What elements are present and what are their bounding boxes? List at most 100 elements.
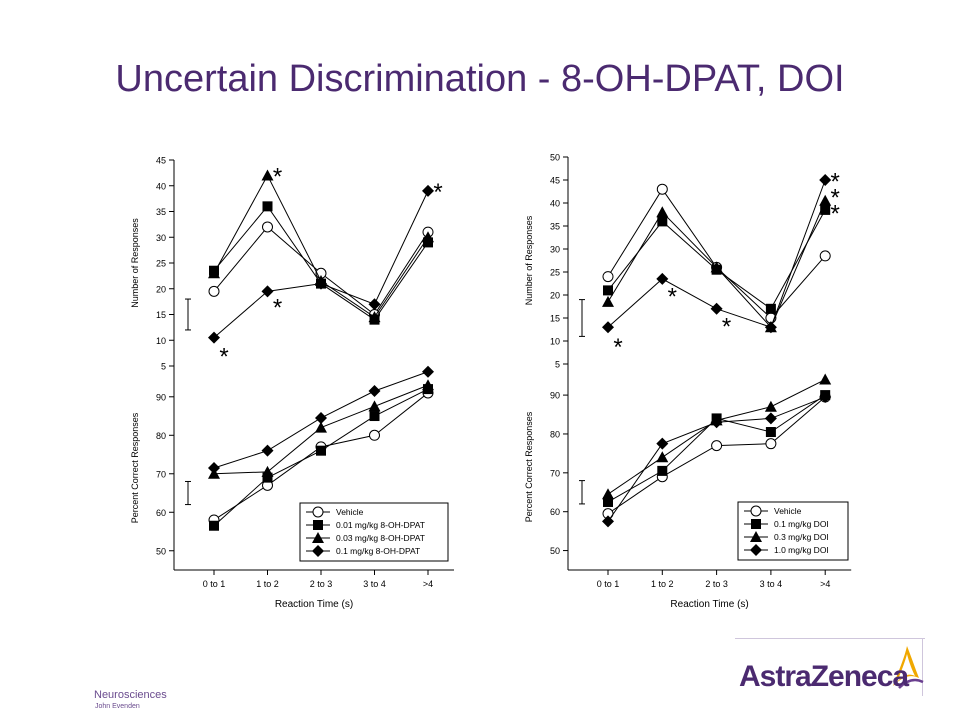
data-point <box>820 204 831 215</box>
legend-label: 0.1 mg/kg 8-OH-DPAT <box>336 546 420 556</box>
y-tick-label: 35 <box>156 207 166 217</box>
footer-author: John Evenden <box>95 703 140 710</box>
y-tick-label: 60 <box>156 508 166 518</box>
y-tick-label: 50 <box>550 153 560 163</box>
y-tick-label: 10 <box>550 337 560 347</box>
y-tick-label: 60 <box>550 507 560 517</box>
data-point <box>603 496 613 507</box>
data-point <box>603 285 613 296</box>
x-tick-label: 1 to 2 <box>651 579 674 589</box>
legend-label: Vehicle <box>774 506 802 516</box>
significance-asterisk: * <box>273 163 282 190</box>
data-point <box>602 271 614 283</box>
data-point <box>262 221 273 233</box>
data-point <box>657 216 668 227</box>
significance-asterisk: * <box>831 185 840 212</box>
series-1 <box>602 391 831 520</box>
data-point <box>656 206 669 218</box>
y-tick-label: 30 <box>550 245 560 255</box>
y-tick-label: 50 <box>156 546 166 556</box>
x-tick-label: 2 to 3 <box>310 579 333 589</box>
y-tick-label: 80 <box>156 431 166 441</box>
error-bar <box>579 299 585 337</box>
series-4 <box>208 365 434 474</box>
y-tick-label: 80 <box>550 429 560 439</box>
x-tick-label: >4 <box>820 579 830 589</box>
y-tick-label: 35 <box>550 222 560 232</box>
legend-marker <box>751 519 761 529</box>
data-point <box>819 174 832 186</box>
data-point <box>208 267 220 279</box>
x-tick-label: 0 to 1 <box>203 579 226 589</box>
data-point <box>602 488 614 500</box>
data-point <box>315 411 327 424</box>
chart-panel-bottom-right: 50 60 70 80 90 Percent Correct Responses 0 to … <box>524 364 852 610</box>
y-tick-label: 70 <box>550 468 560 478</box>
data-point <box>208 331 220 344</box>
data-point <box>423 237 433 248</box>
y-tick-label: 10 <box>156 336 166 346</box>
legend-marker <box>750 544 762 556</box>
slide-title: Uncertain Discrimination - 8-OH-DPAT, DO… <box>115 58 845 100</box>
logo-swirl-icon <box>893 646 924 689</box>
legend-marker <box>750 531 762 542</box>
significance-asterisk: * <box>273 295 282 322</box>
y-tick-label: 40 <box>156 181 166 191</box>
significance-asterisk: * <box>831 168 840 195</box>
series-2 <box>209 201 433 325</box>
legend-label: 1.0 mg/kg DOI <box>774 545 829 555</box>
data-point <box>261 444 274 457</box>
y-axis-label: Percent Correct Responses <box>524 411 534 522</box>
x-tick-label: 2 to 3 <box>705 579 728 589</box>
data-point <box>261 465 274 477</box>
data-point <box>765 427 776 438</box>
legend-label: Vehicle <box>336 507 364 517</box>
y-tick-label: 20 <box>156 284 166 294</box>
data-point <box>710 416 723 429</box>
data-point <box>711 440 723 452</box>
series-4 <box>602 391 832 528</box>
data-point <box>657 465 668 476</box>
error-bar <box>185 298 191 331</box>
legend-marker <box>750 505 762 517</box>
legend-marker <box>312 545 324 557</box>
y-axis-label: Number of Responses <box>524 215 534 305</box>
series-3 <box>208 379 434 479</box>
astrazeneca-logo: AstraZeneca <box>735 638 925 696</box>
data-point <box>315 277 327 290</box>
legend: Vehicle 0.01 mg/kg 8-OH-DPAT 0.03 mg/kg 8-… <box>299 502 449 562</box>
data-point <box>368 311 381 323</box>
data-point <box>819 391 832 404</box>
data-point <box>422 379 434 391</box>
y-tick-label: 70 <box>156 469 166 479</box>
y-tick-label: 5 <box>555 360 560 370</box>
data-point <box>764 400 777 412</box>
data-point <box>602 321 614 334</box>
significance-asterisk: * <box>433 179 442 206</box>
y-tick-label: 5 <box>161 362 166 372</box>
y-tick-label: 45 <box>550 176 560 186</box>
data-point <box>422 184 434 197</box>
data-point <box>764 321 777 334</box>
significance-asterisk: * <box>219 344 228 371</box>
x-axis-label: Reaction Time (s) <box>670 599 748 610</box>
legend-label: 0.01 mg/kg 8-OH-DPAT <box>336 520 425 530</box>
data-point <box>422 365 434 378</box>
series-line <box>213 174 429 318</box>
data-point <box>369 411 380 422</box>
data-point <box>602 295 614 307</box>
series-line <box>607 379 826 495</box>
legend-marker <box>312 506 324 518</box>
data-point <box>765 438 777 450</box>
y-tick-label: 90 <box>550 391 560 401</box>
data-point <box>819 373 832 385</box>
data-point <box>368 385 381 398</box>
data-point <box>656 183 668 195</box>
y-tick-label: 50 <box>550 546 560 556</box>
data-point <box>368 298 381 311</box>
y-tick-label: 15 <box>550 314 560 324</box>
series-4 <box>602 174 832 334</box>
legend-label: 0.1 mg/kg DOI <box>774 519 829 529</box>
data-point <box>656 437 669 450</box>
